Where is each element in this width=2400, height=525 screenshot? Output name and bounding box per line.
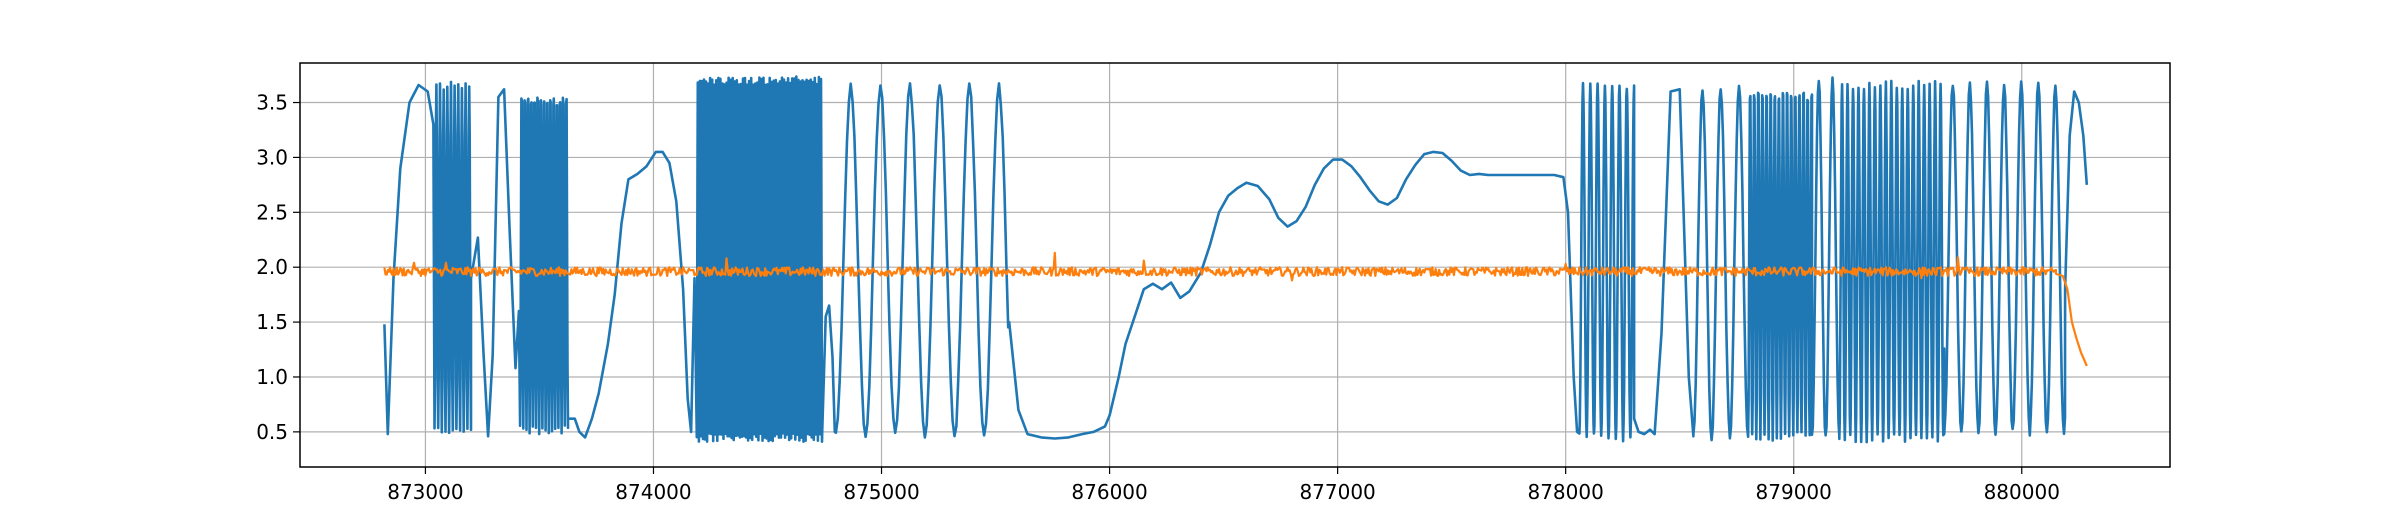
plot-frame: [299, 62, 2171, 468]
y-tick-label: 3.0: [256, 145, 288, 169]
x-tick-label: 877000: [1299, 480, 1375, 504]
y-tick-label: 2.0: [256, 255, 288, 279]
y-tick-label: 0.5: [256, 420, 288, 444]
x-tick-label: 874000: [615, 480, 691, 504]
data-series: [383, 75, 2089, 444]
x-tick-label: 876000: [1071, 480, 1147, 504]
series-line-2: [383, 251, 2088, 367]
x-tick-label: 873000: [387, 480, 463, 504]
y-tick-label: 3.5: [256, 91, 288, 115]
x-axis-ticks: 873000 874000 875000 876000 877000 878000 8790…: [387, 467, 2060, 504]
y-tick-label: 1.5: [256, 310, 288, 334]
x-tick-label: 875000: [843, 480, 919, 504]
y-axis-ticks: 0.5 1.0 1.5 2.0 2.5 3.0 3.5: [256, 91, 300, 444]
x-tick-label: 878000: [1527, 480, 1603, 504]
x-tick-label: 879000: [1756, 480, 1832, 504]
x-tick-label: 880000: [1984, 480, 2060, 504]
y-tick-label: 1.0: [256, 365, 288, 389]
series-line-1: [383, 75, 2089, 444]
y-tick-label: 2.5: [256, 200, 288, 224]
